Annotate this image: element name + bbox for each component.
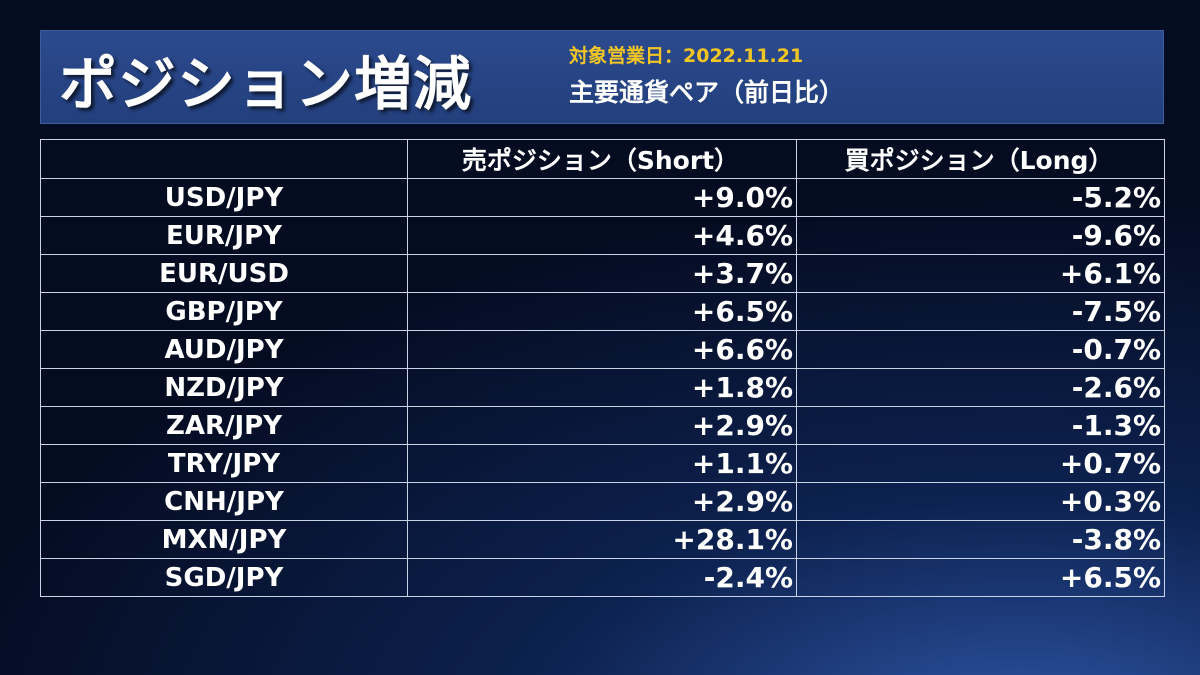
table-row: GBP/JPY +6.5% -7.5% (40, 292, 1165, 331)
target-date: 対象営業日：2022.11.21 (569, 45, 804, 67)
currency-pair: ZAR/JPY (40, 406, 408, 445)
long-change: +0.3% (796, 482, 1165, 521)
table-row: MXN/JPY +28.1% -3.8% (40, 520, 1165, 559)
table-row: SGD/JPY -2.4% +6.5% (40, 558, 1165, 597)
header-band: ポジション増減 対象営業日：2022.11.21 主要通貨ペア（前日比） (40, 30, 1164, 124)
short-change: +1.1% (407, 444, 797, 483)
table-row: USD/JPY +9.0% -5.2% (40, 178, 1165, 217)
currency-pair: EUR/JPY (40, 216, 408, 255)
long-change: +6.1% (796, 254, 1165, 293)
long-change: -0.7% (796, 330, 1165, 369)
table-row: EUR/JPY +4.6% -9.6% (40, 216, 1165, 255)
currency-pair: CNH/JPY (40, 482, 408, 521)
currency-pair: SGD/JPY (40, 558, 408, 597)
currency-pair: AUD/JPY (40, 330, 408, 369)
table-row: TRY/JPY +1.1% +0.7% (40, 444, 1165, 483)
short-change: +2.9% (407, 482, 797, 521)
column-header-pair (40, 139, 408, 179)
table-header-row: 売ポジション（Short） 買ポジション（Long） (40, 139, 1165, 179)
short-change: +3.7% (407, 254, 797, 293)
short-change: +6.5% (407, 292, 797, 331)
table-row: NZD/JPY +1.8% -2.6% (40, 368, 1165, 407)
table-row: AUD/JPY +6.6% -0.7% (40, 330, 1165, 369)
column-header-long: 買ポジション（Long） (796, 139, 1165, 179)
page-subtitle: 主要通貨ペア（前日比） (569, 78, 845, 107)
page-title: ポジション増減 (59, 50, 473, 118)
table-row: CNH/JPY +2.9% +0.3% (40, 482, 1165, 521)
short-change: -2.4% (407, 558, 797, 597)
short-change: +2.9% (407, 406, 797, 445)
long-change: -2.6% (796, 368, 1165, 407)
long-change: -5.2% (796, 178, 1165, 217)
currency-pair: NZD/JPY (40, 368, 408, 407)
short-change: +9.0% (407, 178, 797, 217)
position-change-table: 売ポジション（Short） 買ポジション（Long） USD/JPY +9.0%… (40, 139, 1165, 597)
column-header-short: 売ポジション（Short） (407, 139, 797, 179)
long-change: -7.5% (796, 292, 1165, 331)
long-change: +6.5% (796, 558, 1165, 597)
short-change: +1.8% (407, 368, 797, 407)
currency-pair: USD/JPY (40, 178, 408, 217)
table-row: ZAR/JPY +2.9% -1.3% (40, 406, 1165, 445)
currency-pair: TRY/JPY (40, 444, 408, 483)
long-change: +0.7% (796, 444, 1165, 483)
currency-pair: MXN/JPY (40, 520, 408, 559)
long-change: -1.3% (796, 406, 1165, 445)
currency-pair: EUR/USD (40, 254, 408, 293)
short-change: +6.6% (407, 330, 797, 369)
short-change: +4.6% (407, 216, 797, 255)
long-change: -3.8% (796, 520, 1165, 559)
short-change: +28.1% (407, 520, 797, 559)
table-row: EUR/USD +3.7% +6.1% (40, 254, 1165, 293)
long-change: -9.6% (796, 216, 1165, 255)
currency-pair: GBP/JPY (40, 292, 408, 331)
